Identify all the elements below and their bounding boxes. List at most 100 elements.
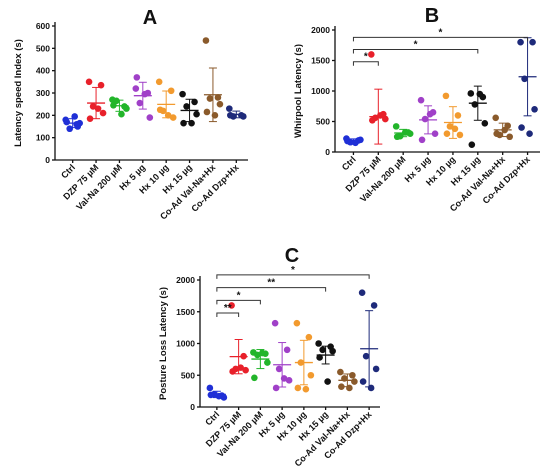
data-point	[204, 109, 211, 116]
data-point	[308, 372, 315, 379]
data-point	[73, 121, 80, 128]
data-point	[118, 111, 125, 118]
data-point	[137, 100, 144, 107]
data-point	[188, 120, 195, 127]
panel-letter: A	[143, 7, 157, 29]
y-axis-label: Posture Loss Latency (s)	[158, 287, 169, 400]
data-point	[165, 112, 172, 119]
y-tick-label: 2000	[311, 25, 330, 35]
data-point	[341, 375, 348, 382]
data-point	[157, 106, 164, 113]
data-point	[419, 137, 426, 144]
significance-label: *	[291, 265, 295, 276]
data-point	[272, 320, 279, 327]
data-point	[207, 385, 214, 392]
data-point	[156, 79, 163, 86]
y-tick-label: 500	[36, 43, 50, 53]
data-point	[368, 385, 375, 392]
y-tick-label: 600	[36, 21, 50, 31]
data-point	[329, 348, 336, 355]
data-point	[240, 113, 247, 120]
data-point	[95, 105, 102, 112]
data-point	[100, 110, 107, 117]
data-point	[295, 385, 302, 392]
significance-label: **	[224, 303, 232, 314]
data-point	[501, 127, 508, 134]
data-point	[229, 368, 236, 375]
data-point	[281, 375, 288, 382]
y-tick-label: 500	[181, 370, 195, 380]
panel-b: B 0 500 1000 1500 2000 Whirpool Latency (s) Ctr…	[293, 5, 540, 214]
y-tick-label: 100	[36, 133, 50, 143]
y-tick-label: 0	[325, 147, 330, 157]
data-point	[324, 378, 331, 385]
panel-a: A 0 100 200 300 400 500 600 Latency speed Index …	[13, 7, 248, 222]
data-point	[526, 130, 533, 137]
data-point	[180, 120, 187, 127]
y-tick-label: 1000	[176, 339, 195, 349]
data-point	[191, 99, 198, 106]
data-point	[294, 320, 301, 327]
category-label: Ctrl	[203, 409, 221, 427]
data-point	[369, 117, 376, 124]
data-point	[518, 124, 525, 131]
data-point	[183, 103, 190, 110]
data-point	[207, 95, 214, 102]
panel-c: C 0 500 1000 1500 2000 Posture Loss Latency (s…	[158, 245, 380, 469]
y-tick-label: 2000	[176, 275, 195, 285]
data-point	[168, 87, 175, 94]
data-point	[531, 106, 538, 113]
y-tick-label: 1000	[311, 86, 330, 96]
data-point	[251, 374, 258, 381]
data-point	[134, 74, 141, 81]
data-point	[373, 366, 380, 373]
y-tick-label: 0	[190, 402, 195, 412]
data-point	[352, 140, 359, 147]
data-point	[377, 112, 384, 119]
category-label: Ctrl	[340, 154, 358, 172]
data-point	[360, 378, 367, 385]
data-point	[477, 91, 484, 98]
data-point	[351, 378, 358, 385]
data-point	[215, 94, 222, 101]
data-point	[455, 112, 462, 119]
data-point	[259, 350, 266, 357]
y-tick-label: 1500	[311, 56, 330, 66]
data-point	[303, 386, 310, 393]
y-tick-label: 0	[45, 155, 50, 165]
y-tick-label: 500	[316, 117, 330, 127]
panel-letter: C	[285, 245, 299, 267]
data-point	[359, 289, 366, 296]
data-point	[63, 119, 70, 126]
data-point	[368, 51, 375, 58]
data-point	[457, 132, 464, 139]
data-point	[273, 385, 280, 392]
data-point	[237, 364, 244, 371]
data-point	[393, 123, 400, 130]
data-point	[227, 112, 234, 119]
data-point	[86, 79, 93, 86]
data-point	[133, 85, 140, 92]
data-point	[212, 112, 219, 119]
data-point	[284, 347, 291, 354]
y-tick-label: 300	[36, 88, 50, 98]
data-point	[506, 133, 513, 140]
data-point	[394, 133, 401, 140]
data-point	[482, 120, 489, 127]
data-point	[87, 115, 94, 122]
data-point	[517, 39, 524, 46]
data-point	[444, 130, 451, 137]
y-axis-label: Whirpool Latency (s)	[293, 44, 304, 138]
data-point	[422, 116, 429, 123]
data-point	[216, 393, 223, 400]
data-point	[469, 141, 476, 148]
data-point	[319, 347, 326, 354]
data-point	[306, 334, 313, 341]
data-point	[98, 82, 105, 89]
data-point	[298, 359, 305, 366]
significance-label: *	[414, 40, 418, 51]
data-point	[363, 353, 370, 360]
data-point	[346, 385, 353, 392]
data-point	[179, 91, 186, 98]
